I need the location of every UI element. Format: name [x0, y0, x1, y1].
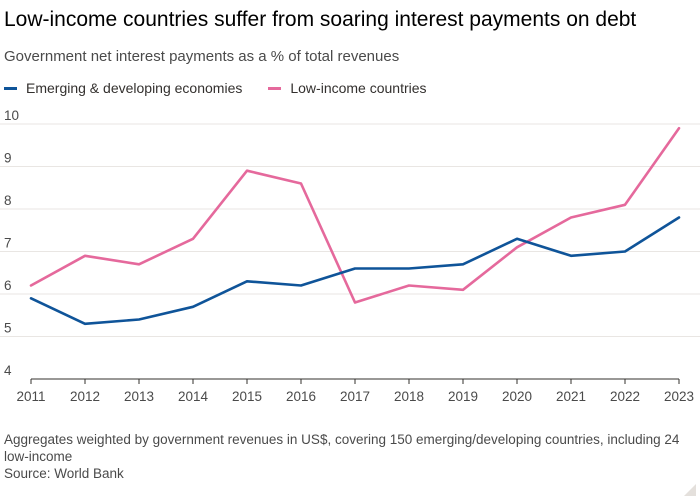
x-tick-label-2020: 2020: [502, 389, 532, 404]
x-tick-label-2023: 2023: [664, 389, 694, 404]
y-tick-label-10: 10: [4, 108, 19, 123]
legend-label-low-income: Low-income countries: [290, 80, 427, 96]
x-tick-label-2012: 2012: [70, 389, 100, 404]
x-tick-label-2019: 2019: [448, 389, 478, 404]
y-tick-label-4: 4: [4, 363, 12, 378]
legend-item-low-income: Low-income countries: [268, 80, 427, 96]
x-tick-label-2021: 2021: [556, 389, 586, 404]
series-line-emerging: [29, 216, 681, 326]
chart-title: Low-income countries suffer from soaring…: [4, 8, 637, 31]
x-tick-label-2011: 2011: [16, 389, 45, 404]
source-note: Source: World Bank: [4, 466, 124, 481]
y-tick-label-6: 6: [4, 278, 12, 293]
y-tick-label-8: 8: [4, 193, 12, 208]
x-tick-label-2015: 2015: [232, 389, 262, 404]
x-tick-label-2017: 2017: [340, 389, 370, 404]
series-line-low-income: [29, 126, 681, 304]
legend-label-emerging: Emerging & developing economies: [26, 80, 243, 96]
legend-swatch-low-income: [268, 86, 282, 90]
y-tick-label-7: 7: [4, 236, 12, 251]
x-tick-label-2013: 2013: [124, 389, 154, 404]
y-tick-label-5: 5: [4, 321, 12, 336]
x-tick-label-2016: 2016: [286, 389, 316, 404]
legend: Emerging & developing economies Low-inco…: [4, 80, 427, 96]
footnote: Aggregates weighted by government revenu…: [4, 432, 680, 464]
x-tick-label-2018: 2018: [394, 389, 424, 404]
legend-swatch-emerging: [4, 86, 17, 90]
line-chart: 4 5 6 7 8 9 10 2011 2012 2013 2014 2015 2016 2017 2018…: [0, 108, 700, 404]
corner-mark: [684, 484, 696, 496]
x-tick-label-2022: 2022: [610, 389, 640, 404]
chart-subtitle: Government net interest payments as a % …: [4, 48, 400, 65]
x-tick-label-2014: 2014: [178, 389, 209, 404]
legend-item-emerging: Emerging & developing economies: [4, 80, 242, 96]
y-tick-label-9: 9: [4, 151, 12, 166]
